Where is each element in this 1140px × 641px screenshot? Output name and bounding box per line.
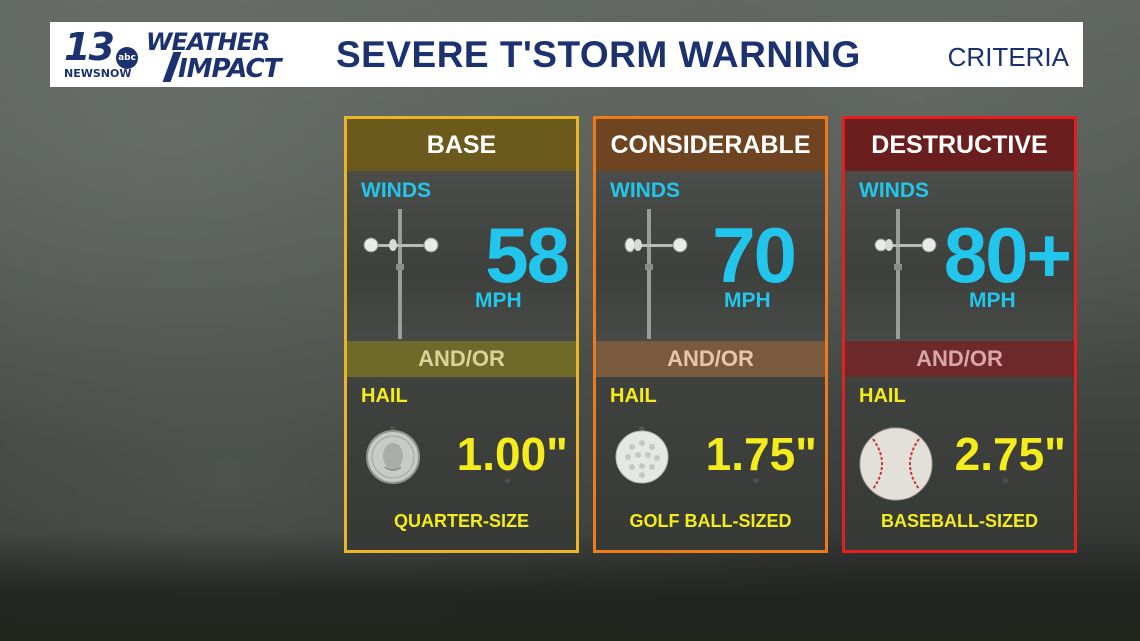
wind-speed-value: 80+ bbox=[943, 211, 1072, 299]
anemometer-icon bbox=[624, 209, 688, 339]
winds-section: WINDS 70 MPH bbox=[596, 171, 825, 341]
card-considerable: CONSIDERABLE WINDS 70 MPH AND/OR HAIL 1.… bbox=[593, 116, 828, 553]
wind-unit: MPH bbox=[724, 289, 771, 312]
hail-label: HAIL bbox=[859, 385, 906, 407]
page-title: SEVERE T'STORM WARNING bbox=[336, 34, 861, 75]
hail-size-value: 1.75" bbox=[705, 428, 817, 480]
header-banner: 13 abc NEWSNOW WEATHER IMPACT SEVERE T'S… bbox=[50, 22, 1083, 87]
hail-size-description: QUARTER-SIZE bbox=[394, 511, 529, 531]
hail-size-description: GOLF BALL-SIZED bbox=[629, 511, 792, 531]
quarter-coin-icon bbox=[366, 430, 420, 484]
card-base: BASE WINDS 58 MPH AND/OR HAIL 1.00" QUAR… bbox=[344, 116, 579, 553]
wind-speed-value: 58 bbox=[485, 211, 570, 299]
and-or-divider: AND/OR bbox=[845, 341, 1074, 377]
winds-label: WINDS bbox=[859, 179, 929, 202]
hail-size-value: 2.75" bbox=[954, 428, 1066, 480]
and-or-divider: AND/OR bbox=[347, 341, 576, 377]
hail-label: HAIL bbox=[361, 385, 408, 407]
baseball-icon bbox=[859, 427, 933, 501]
logo-abc: abc bbox=[116, 47, 138, 69]
hail-section: HAIL 1.75" GOLF BALL-SIZED bbox=[596, 377, 825, 550]
anemometer-icon bbox=[363, 209, 439, 339]
hail-label: HAIL bbox=[610, 385, 657, 407]
card-destructive: DESTRUCTIVE WINDS 80+ MPH AND/OR HAIL 2.… bbox=[842, 116, 1077, 553]
card-heading: DESTRUCTIVE bbox=[845, 119, 1074, 171]
hail-size-description: BASEBALL-SIZED bbox=[881, 511, 1038, 531]
winds-section: WINDS 80+ MPH bbox=[845, 171, 1074, 341]
winds-label: WINDS bbox=[361, 179, 431, 202]
wind-unit: MPH bbox=[969, 289, 1016, 312]
winds-section: WINDS 58 MPH bbox=[347, 171, 576, 341]
wind-speed-value: 70 bbox=[712, 211, 797, 299]
logo-impact: IMPACT bbox=[178, 54, 281, 84]
criteria-label: CRITERIA bbox=[947, 42, 1069, 72]
anemometer-icon bbox=[874, 209, 937, 339]
wind-unit: MPH bbox=[475, 289, 522, 312]
card-heading: CONSIDERABLE bbox=[596, 119, 825, 171]
logo-weather: WEATHER bbox=[146, 28, 270, 56]
hail-section: HAIL 2.75" BASEBALL-SIZED bbox=[845, 377, 1074, 550]
logo-newsnow: NEWSNOW bbox=[64, 67, 132, 80]
hail-section: HAIL 1.00" QUARTER-SIZE bbox=[347, 377, 576, 550]
logo-number: 13 bbox=[64, 25, 115, 69]
and-or-divider: AND/OR bbox=[596, 341, 825, 377]
hail-size-value: 1.00" bbox=[456, 428, 568, 480]
golf-ball-icon bbox=[615, 430, 669, 484]
winds-label: WINDS bbox=[610, 179, 680, 202]
card-heading: BASE bbox=[347, 119, 576, 171]
